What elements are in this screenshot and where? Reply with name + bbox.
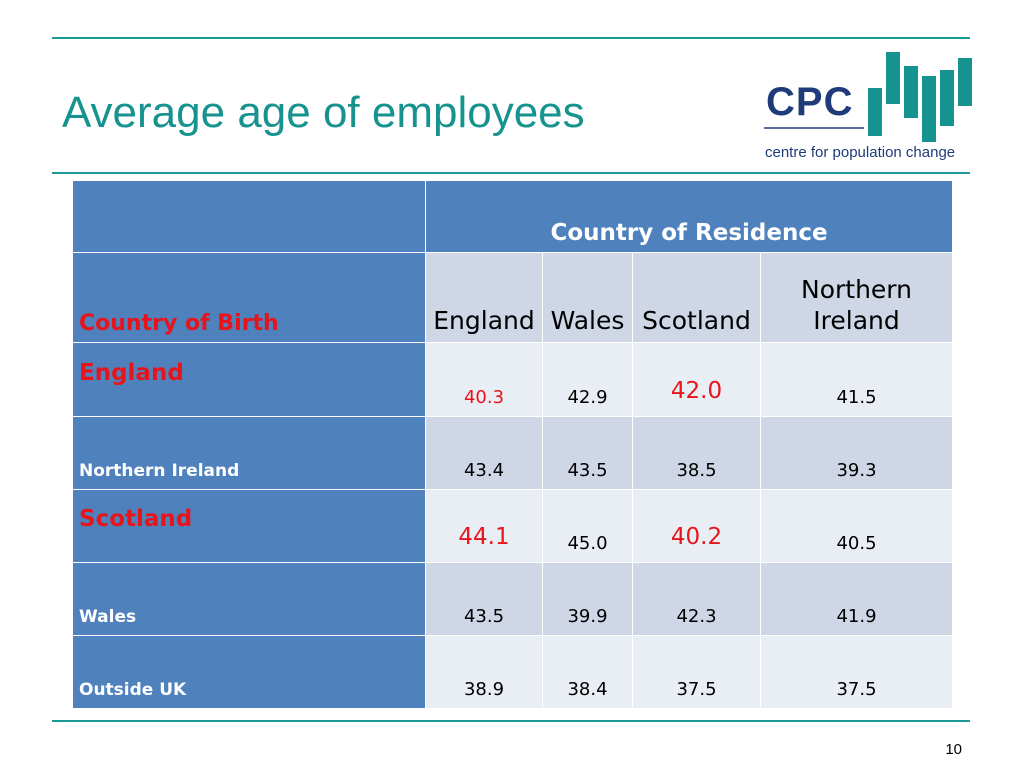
logo-tagline: centre for population change	[765, 144, 956, 161]
table-cell: 38.5	[632, 416, 761, 490]
table-cell: 39.9	[542, 562, 633, 636]
row-label: England	[72, 342, 426, 417]
row-label: Scotland	[72, 489, 426, 563]
logo-bar	[868, 88, 882, 136]
table-cell: 41.5	[759, 342, 954, 417]
column-header: England	[425, 252, 543, 343]
table-cell: 41.9	[759, 562, 954, 636]
table-row: England 40.3 42.9 42.0 41.5	[72, 342, 954, 417]
table-row: Outside UK 38.9 38.4 37.5 37.5	[72, 635, 954, 709]
slide-title: Average age of employees	[62, 88, 585, 137]
row-label: Wales	[72, 562, 426, 636]
table-cell: 40.3	[425, 342, 543, 417]
age-table: Country of Residence Country of Birth En…	[72, 180, 954, 709]
page-number: 10	[945, 741, 962, 758]
logo-bar	[922, 76, 936, 142]
table-cell: 45.0	[542, 489, 633, 563]
table-cell: 39.3	[759, 416, 954, 490]
table-cell: 40.5	[759, 489, 954, 563]
table-cell: 42.0	[632, 342, 761, 417]
row-label: Outside UK	[72, 635, 426, 709]
row-label: Northern Ireland	[72, 416, 426, 490]
logo-bar	[904, 66, 918, 118]
table-cell: 42.9	[542, 342, 633, 417]
column-header: Northern Ireland	[759, 252, 954, 343]
footer-divider	[52, 720, 970, 722]
table-row: Northern Ireland 43.4 43.5 38.5 39.3	[72, 416, 954, 490]
logo-bar	[958, 58, 972, 106]
table-cell: 40.2	[632, 489, 761, 563]
table-cell: 38.9	[425, 635, 543, 709]
top-divider	[52, 37, 970, 39]
table-cell: 38.4	[542, 635, 633, 709]
table-cell: 37.5	[759, 635, 954, 709]
residence-header: Country of Residence	[424, 180, 954, 253]
logo-bar	[940, 70, 954, 126]
column-header: Scotland	[632, 252, 761, 343]
table-cell: 43.4	[425, 416, 543, 490]
header-divider	[52, 172, 970, 174]
table-cell: 42.3	[632, 562, 761, 636]
table-cell: 43.5	[425, 562, 543, 636]
column-header: Wales	[542, 252, 633, 343]
cpc-logo	[764, 52, 972, 142]
table-row: Wales 43.5 39.9 42.3 41.9	[72, 562, 954, 636]
table-row: Country of Birth England Wales Scotland …	[72, 252, 954, 343]
table-cell: 37.5	[632, 635, 761, 709]
birth-header: Country of Birth	[72, 252, 426, 343]
table-row: Country of Residence	[72, 180, 954, 253]
table-cell: 44.1	[425, 489, 543, 563]
logo-bar	[886, 52, 900, 104]
table-row: Scotland 44.1 45.0 40.2 40.5	[72, 489, 954, 563]
logo-wordmark: CPC	[766, 80, 854, 124]
corner-cell	[72, 180, 426, 253]
table-cell: 43.5	[542, 416, 633, 490]
